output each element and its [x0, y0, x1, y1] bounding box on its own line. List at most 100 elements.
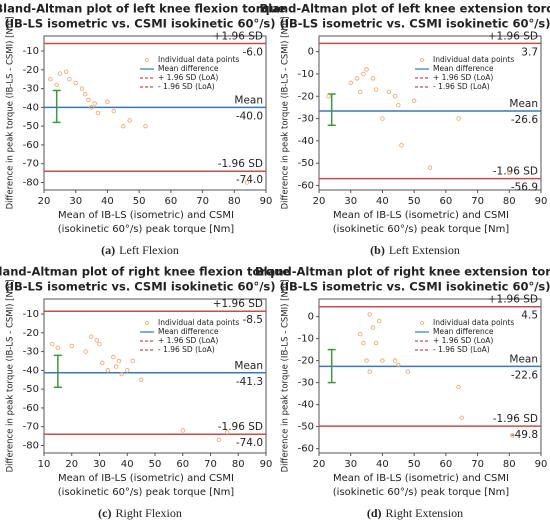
- data-point: [116, 358, 122, 364]
- y-axis-label: Difference in peak torque (IB-LS - CSMI)…: [281, 17, 291, 210]
- x-tick-label: 60: [176, 459, 189, 470]
- plot-frame: [318, 298, 542, 454]
- data-point: [364, 358, 369, 363]
- x-tick-label: 20: [313, 196, 326, 207]
- data-point: [100, 360, 105, 366]
- y-axis-label: Difference in peak torque (IB-LS - CSMI)…: [281, 280, 291, 473]
- data-point: [367, 312, 372, 317]
- chart-title: Bland-Altman plot of right knee extensio…: [255, 265, 550, 279]
- data-point: [377, 318, 382, 324]
- data-point: [364, 67, 369, 72]
- x-tick-label: 20: [313, 459, 326, 470]
- reference-label: Mean: [509, 98, 538, 110]
- data-point: [224, 430, 230, 435]
- x-tick-label: 40: [376, 459, 389, 470]
- x-tick-label: 60: [439, 196, 452, 207]
- x-tick-label: 20: [38, 196, 51, 207]
- data-point: [95, 110, 101, 116]
- y-tick-label: -40: [23, 102, 39, 113]
- x-tick-label: 60: [439, 459, 452, 470]
- data-point: [50, 341, 55, 347]
- caption-label: (b): [370, 243, 385, 257]
- legend-label: + 1.96 SD (LoA): [433, 336, 493, 345]
- reference-value: -74.0: [236, 437, 263, 449]
- data-point: [73, 80, 78, 86]
- legend-label: Mean difference: [433, 327, 494, 336]
- caption-label: (c): [98, 506, 111, 520]
- y-tick-label: -20: [298, 91, 314, 102]
- reference-value: 3.7: [521, 46, 538, 58]
- data-point: [127, 118, 132, 123]
- data-point: [57, 71, 63, 76]
- y-tick-label: -20: [23, 65, 39, 76]
- legend-swatch: [145, 58, 149, 62]
- y-tick-label: -10: [298, 69, 314, 80]
- y-tick-label: -60: [23, 403, 39, 414]
- data-point: [380, 358, 385, 363]
- reference-label: Mean: [234, 360, 263, 372]
- x-tick-label: 90: [260, 459, 273, 470]
- data-point: [456, 116, 461, 121]
- reference-value: -6.0: [243, 47, 264, 59]
- y-tick-label: -80: [23, 440, 39, 451]
- x-tick-label: 70: [471, 459, 484, 470]
- chart-title: Bland-Altman plot of left knee flexion t…: [0, 2, 286, 16]
- reference-label: -1.96 SD: [218, 158, 263, 170]
- chart-subtitle: (IB-LS isometric vs. CSMI isokinetic 60°…: [279, 17, 550, 31]
- legend-label: Individual data points: [433, 318, 514, 327]
- y-axis-label: Difference in peak torque (IB-LS - CSMI)…: [6, 280, 16, 473]
- x-tick-label: 20: [65, 459, 78, 470]
- data-point: [244, 180, 250, 185]
- x-axis-label: (isokinetic 60°/s) peak torque [Nm]: [58, 487, 235, 498]
- legend-swatch: [145, 321, 149, 325]
- y-tick-label: -50: [23, 121, 39, 132]
- y-tick-label: -80: [23, 177, 39, 188]
- x-tick-label: 30: [93, 459, 106, 470]
- data-point: [125, 368, 130, 373]
- data-point: [111, 355, 116, 360]
- data-point: [48, 76, 53, 82]
- x-tick-label: 90: [535, 196, 548, 207]
- x-tick-label: 30: [344, 459, 357, 470]
- chart-subtitle: (IB-LS isometric vs. CSMI isokinetic 60°…: [4, 280, 275, 294]
- data-point: [358, 332, 363, 337]
- x-tick-label: 80: [232, 459, 245, 470]
- y-tick-label: -50: [23, 384, 39, 395]
- data-point: [348, 80, 353, 86]
- data-point: [456, 384, 461, 390]
- plot-frame: [43, 35, 267, 191]
- data-point: [405, 369, 410, 374]
- caption: (d) Right Extension: [367, 506, 463, 520]
- legend-label: Individual data points: [158, 318, 239, 327]
- y-tick-label: -60: [298, 181, 314, 192]
- legend-label: + 1.96 SD (LoA): [158, 73, 218, 82]
- data-point: [392, 358, 398, 363]
- x-tick-label: 90: [260, 196, 273, 207]
- legend-label: - 1.96 SD (LoA): [158, 82, 215, 91]
- y-tick-label: 0: [308, 312, 314, 323]
- reference-value: -40.0: [236, 110, 263, 122]
- legend-label: - 1.96 SD (LoA): [433, 82, 490, 91]
- x-tick-label: 80: [228, 196, 241, 207]
- reference-value: 4.5: [521, 310, 538, 322]
- legend-swatch: [420, 58, 424, 62]
- data-point: [399, 143, 404, 148]
- x-tick-label: 30: [344, 196, 357, 207]
- data-point: [69, 343, 74, 349]
- data-point: [459, 415, 464, 420]
- caption-text: Right Extension: [386, 506, 464, 520]
- x-tick-label: 90: [535, 459, 548, 470]
- data-point: [88, 334, 94, 339]
- data-point: [55, 345, 61, 351]
- x-axis-label: Mean of IB-LS (isometric) and CSMI: [333, 473, 509, 484]
- caption: (a) Left Flexion: [101, 243, 179, 257]
- data-point: [507, 169, 512, 175]
- legend-label: Individual data points: [433, 55, 514, 64]
- x-tick-label: 40: [376, 196, 389, 207]
- y-tick-label: -30: [23, 84, 39, 95]
- data-point: [361, 340, 366, 346]
- data-point: [510, 433, 515, 438]
- data-point: [326, 94, 331, 99]
- data-point: [92, 101, 97, 106]
- data-point: [396, 362, 401, 368]
